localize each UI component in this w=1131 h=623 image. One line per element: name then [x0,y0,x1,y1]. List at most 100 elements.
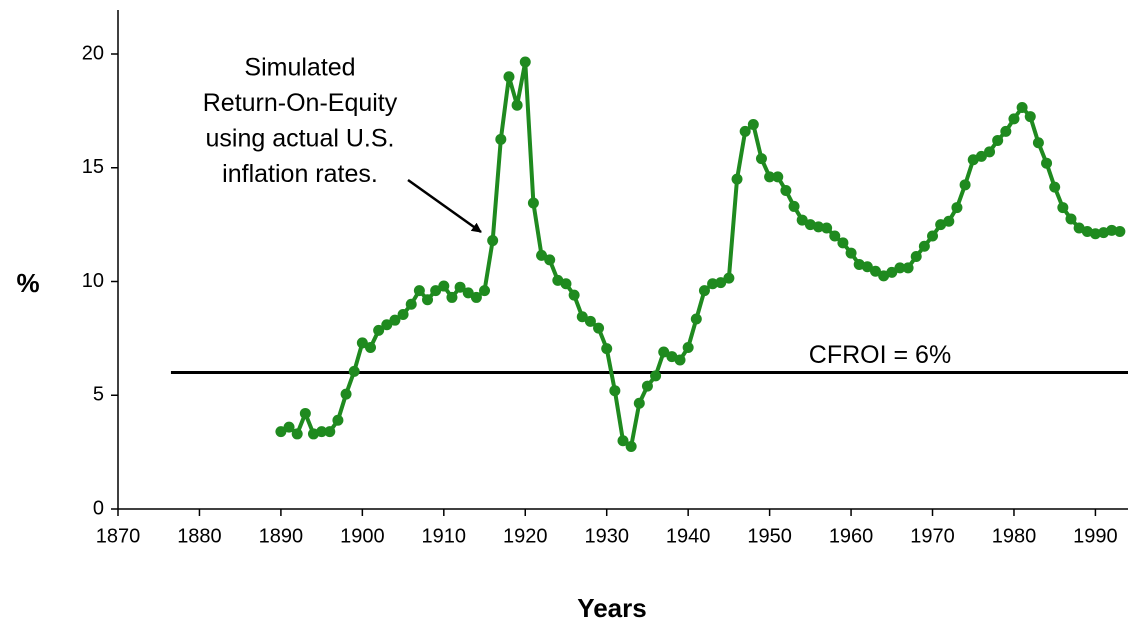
data-point [438,280,450,292]
data-point [731,173,743,185]
data-point [1114,225,1126,237]
data-point [690,313,702,325]
x-tick-label: 1940 [666,525,711,547]
data-point [943,215,955,227]
data-point [1089,228,1101,240]
data-point [861,261,873,273]
data-point [316,426,328,438]
data-point [780,185,792,196]
data-point [707,278,719,290]
data-point [1008,113,1020,125]
x-axis-label: Years [577,593,646,623]
x-tick-label: 1990 [1073,525,1118,547]
data-point [772,171,784,183]
data-point [682,341,694,353]
data-point [373,324,385,336]
data-line [279,59,1121,449]
data-point [812,221,824,233]
data-point [381,319,393,331]
data-point [609,385,621,397]
data-point [641,380,653,392]
data-point [560,278,572,290]
data-point [1049,181,1061,193]
data-point [755,153,767,165]
data-point [1041,157,1053,169]
annotation-text: Return-On-Equity [203,89,398,117]
data-point [902,262,914,274]
annotation-text: Simulated [244,54,355,82]
annotation-text: using actual U.S. [206,125,395,153]
data-point [430,285,442,297]
data-point [503,71,515,83]
data-point [788,200,800,212]
reference-label: CFROI = 6% [809,341,951,369]
data-point [397,308,409,320]
data-point [446,291,458,303]
y-tick-label: 20 [82,42,104,64]
data-point [1106,224,1118,236]
data-point [1000,125,1012,137]
annotation-text: inflation rates. [222,160,378,188]
data-point [886,266,898,278]
data-point [593,322,605,334]
x-tick-label: 1970 [910,525,955,547]
data-point [1024,111,1036,123]
x-tick-label: 1960 [829,525,874,547]
data-point [796,214,808,226]
data-point [1032,137,1044,149]
data-point [829,230,841,242]
x-tick-label: 1930 [584,525,629,547]
x-tick-label: 1910 [422,525,467,547]
x-tick-label: 1920 [503,525,548,547]
data-point [584,315,596,327]
x-tick-label: 1890 [259,525,304,547]
data-point [413,285,425,297]
data-point [764,171,776,183]
x-tick-label: 1980 [992,525,1037,547]
y-tick-label: 15 [82,156,104,178]
data-point [698,285,710,297]
data-point [511,99,523,111]
x-tick-label: 1880 [177,525,222,547]
data-point [519,56,531,68]
data-point [1065,213,1077,225]
data-point [568,289,580,301]
data-point [495,133,507,145]
data-point [870,265,881,277]
data-point [454,281,466,293]
data-point [894,262,906,274]
data-point [975,150,987,162]
annotation-arrow [407,178,482,234]
data-point [536,249,548,261]
data-point [470,291,482,303]
data-point [389,314,401,326]
y-tick-label: 10 [82,270,104,292]
data-point [348,365,360,377]
data-point [992,134,1004,146]
y-axis-label: % [16,268,39,298]
data-point [845,247,857,259]
data-point [299,407,311,419]
data-point [340,388,352,400]
x-tick-label: 1870 [96,525,141,547]
data-point [951,202,963,214]
data-point [674,354,686,366]
data-point [544,254,556,266]
data-point [601,343,613,355]
x-tick-label: 1950 [747,525,792,547]
data-point [527,197,539,209]
data-point [723,272,735,284]
data-point [617,435,629,447]
data-point [747,119,759,131]
data-point [959,179,971,191]
data-point [275,426,287,438]
data-point [365,341,376,353]
data-point [356,337,368,349]
data-point [984,146,996,158]
data-point [1016,101,1028,113]
data-point [739,125,751,137]
data-point [625,440,637,452]
data-point [821,222,833,234]
data-point [837,237,849,249]
